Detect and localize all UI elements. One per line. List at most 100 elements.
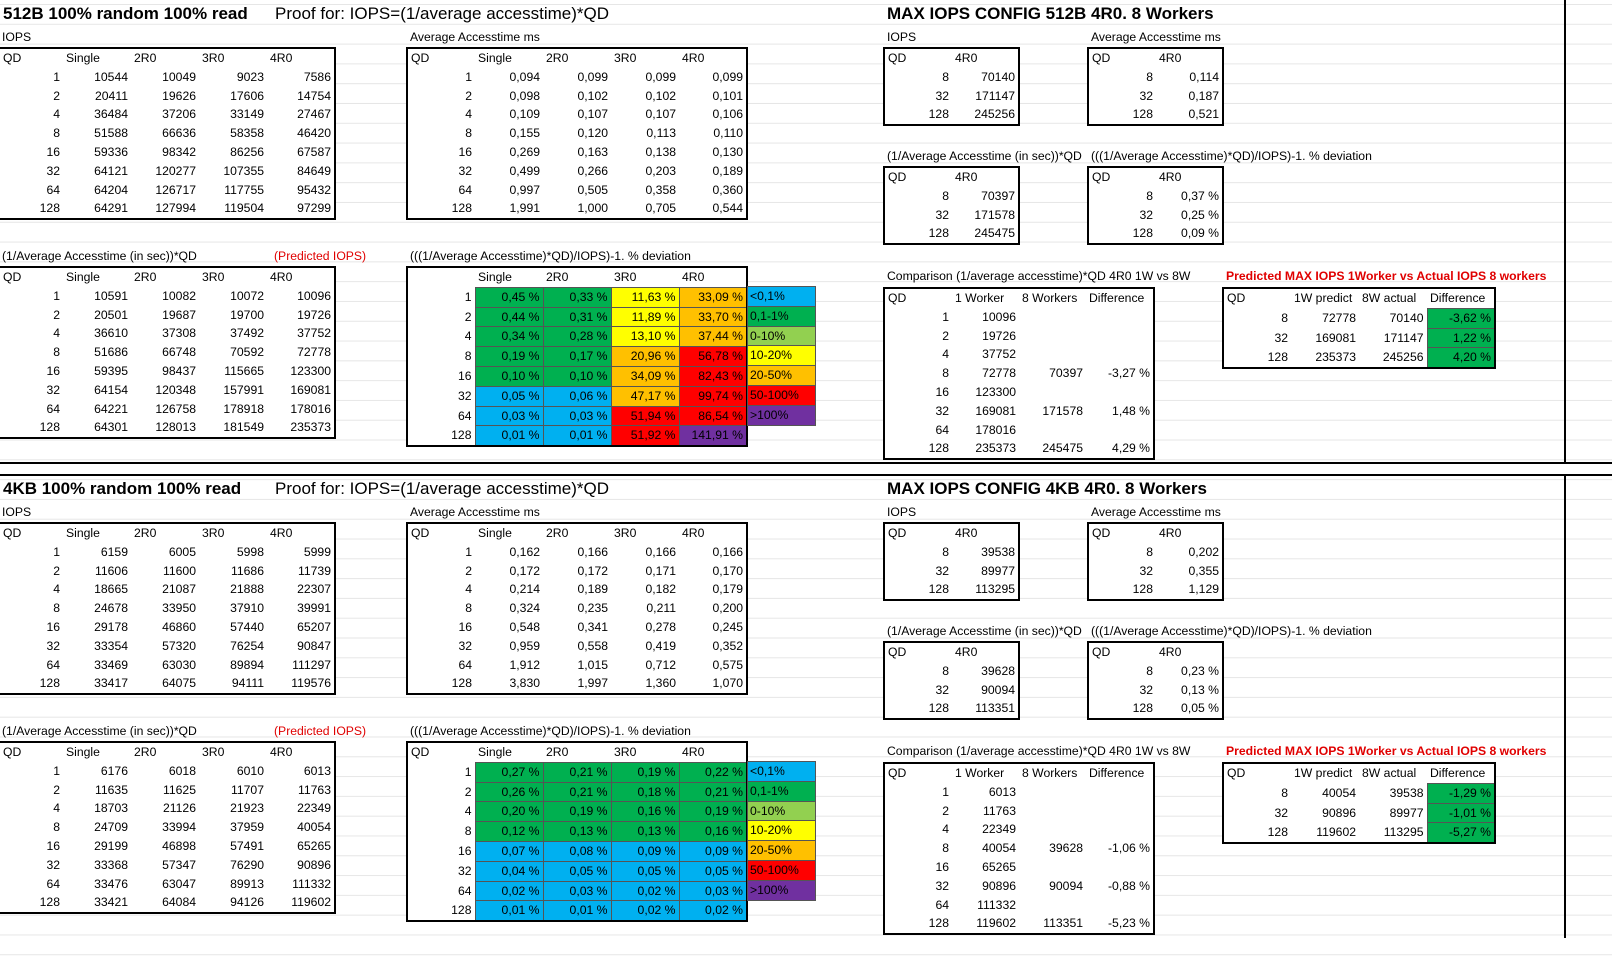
4kb-comparison-table-cell[interactable]: 8 [942,841,949,856]
512b-deviation-table-deviation-cell[interactable]: 141,91 % [678,425,748,447]
4kb-predicted-vs-actual-table-cell[interactable]: 39538 [1389,785,1424,800]
512b-iops-table-cell[interactable]: 2 [53,88,60,103]
4kb-iops-table-cell[interactable]: 22307 [297,582,331,597]
4kb-deviation-table-deviation-cell[interactable]: 0,21 % [678,781,748,803]
4kb-avg-access-table-cell[interactable]: 0,166 [577,544,609,559]
4kb-avg-access-table-cell[interactable]: 0,245 [712,619,744,634]
4kb-comparison-table-cell[interactable] [1019,896,1086,915]
legend-swatch[interactable]: 0-10% [747,325,816,347]
512b-deviation-table-qd-cell[interactable]: 4 [464,329,472,344]
512b-avg-access-table-cell[interactable]: 0,360 [712,182,744,197]
4kb-deviation-table-deviation-cell[interactable]: 0,05 % [610,860,680,882]
4kb-predicted-vs-actual-table-cell[interactable]: 40054 [1322,785,1356,800]
512b-comparison-table-cell[interactable]: 10096 [982,309,1016,324]
4kb-iops-table-cell[interactable]: 76254 [230,638,264,653]
4kb-predicted-vs-actual-table-header-cell[interactable]: QD [1227,766,1246,781]
4kb-deviation-table-deviation-cell[interactable]: 0,21 % [542,761,612,783]
512b-iops-table-cell[interactable]: 127994 [155,201,196,216]
4kb-iops-table-cell[interactable]: 33950 [162,601,196,616]
4kb-avg-access-table-cell[interactable]: 0,170 [712,563,744,578]
512b-deviation-table-deviation-cell[interactable]: 47,17 % [610,385,680,407]
512b-calc-table-cell[interactable]: 37492 [230,326,264,341]
512b-comparison-table-header-cell[interactable]: 8 Workers [1022,291,1078,305]
4kb-max-avg-table-cell[interactable]: 0,202 [1188,544,1220,559]
4kb-comparison-table-cell[interactable]: 113351 [1043,916,1083,931]
512b-calc-table-cell[interactable]: 120348 [155,382,196,397]
512b-max-calc-table-cell[interactable]: 128 [928,226,949,241]
4kb-deviation-table-deviation-cell[interactable]: 0,08 % [542,840,612,862]
512b-avg-access-table-cell[interactable]: 32 [458,163,472,178]
4kb-deviation-table-deviation-cell[interactable]: 0,22 % [678,761,748,783]
4kb-comparison-table-header-cell[interactable]: QD [888,766,907,780]
512b-predicted-vs-actual-table-header-cell[interactable]: 8W actual [1362,291,1417,306]
4kb-predicted-vs-actual-table-cell[interactable]: 8 [1281,785,1288,800]
512b-max-iops-table-cell[interactable]: 128 [928,107,949,122]
512b-comparison-table-cell[interactable]: 1 [942,309,949,324]
4kb-calc-table-cell[interactable]: 33368 [94,857,128,872]
512b-deviation-table-qd-cell[interactable]: 32 [457,388,472,403]
512b-deviation-table-deviation-cell[interactable]: 33,09 % [678,286,748,308]
4kb-deviation-table-deviation-cell[interactable]: 0,05 % [542,860,612,882]
512b-comparison-table-cell[interactable]: 16 [935,384,949,399]
512b-avg-access-table-cell[interactable]: 0,189 [712,163,744,178]
4kb-predicted-vs-actual-table-cell[interactable]: -1,29 % [1426,782,1496,804]
4kb-iops-table-cell[interactable]: 5999 [303,544,331,559]
4kb-comparison-table-cell[interactable]: 2 [942,803,949,818]
4kb-avg-access-table-cell[interactable]: 0,959 [509,638,541,653]
512b-deviation-table-header-cell[interactable]: Single [478,270,512,284]
512b-predicted-vs-actual-table-cell[interactable]: 70140 [1389,310,1424,325]
4kb-deviation-table-deviation-cell[interactable]: 0,19 % [678,801,748,823]
512b-max-dev-table-cell[interactable]: 0,09 % [1181,226,1219,241]
512b-calc-table-cell[interactable]: 126758 [155,401,196,416]
4kb-avg-access-table-cell[interactable]: 0,179 [712,582,744,597]
512b-predicted-vs-actual-table-cell[interactable]: 245256 [1382,350,1424,365]
4kb-avg-access-table-header-cell[interactable]: QD [411,526,430,540]
512b-avg-access-table-cell[interactable]: 0,163 [577,144,609,159]
4kb-calc-table-cell[interactable]: 6013 [303,763,331,778]
512b-iops-table-cell[interactable]: 117755 [224,182,264,197]
4kb-deviation-table-deviation-cell[interactable]: 0,27 % [474,761,544,783]
512b-deviation-table-deviation-cell[interactable]: 0,28 % [542,326,612,348]
4kb-comparison-table-cell[interactable]: 32 [935,878,949,893]
4kb-iops-table-cell[interactable]: 6159 [100,544,128,559]
512b-calc-table-cell[interactable]: 64301 [94,420,128,435]
512b-max-calc-table-cell[interactable]: 245475 [974,226,1015,241]
4kb-max-dev-table-cell[interactable]: 8 [1146,663,1153,678]
512b-iops-table-cell[interactable]: 8 [53,126,60,141]
512b-max-iops-table-cell[interactable]: 32 [935,88,949,103]
512b-predicted-vs-actual-table-cell[interactable]: 1,22 % [1426,327,1496,349]
512b-avg-access-table-cell[interactable]: 0,130 [712,144,744,159]
512b-avg-access-table-cell[interactable]: 1,991 [509,201,541,216]
4kb-avg-access-table-cell[interactable]: 32 [458,638,472,653]
4kb-iops-table-cell[interactable]: 33469 [94,657,128,672]
512b-iops-table-cell[interactable]: 64 [46,182,60,197]
4kb-iops-table-cell[interactable]: 21087 [162,582,196,597]
512b-max-avg-table-cell[interactable]: 32 [1139,88,1153,103]
512b-deviation-table-qd-cell[interactable]: 16 [457,368,472,383]
512b-avg-access-table-cell[interactable]: 0,102 [577,88,609,103]
4kb-iops-table-cell[interactable]: 57440 [230,619,264,634]
512b-iops-table-cell[interactable]: 27467 [297,107,331,122]
4kb-comparison-table-header-cell[interactable]: 8 Workers [1022,766,1078,780]
4kb-avg-access-table-cell[interactable]: 0,172 [577,563,609,578]
512b-deviation-table-deviation-cell[interactable]: 0,10 % [542,365,612,387]
4kb-avg-access-table-header-cell[interactable]: 3R0 [614,526,637,540]
512b-max-avg-table-cell[interactable]: 128 [1132,107,1153,122]
512b-avg-access-table-cell[interactable]: 0,705 [645,201,677,216]
legend-swatch[interactable]: >100% [747,404,816,426]
4kb-iops-table-cell[interactable]: 33417 [94,676,128,691]
512b-iops-table-cell[interactable]: 37206 [162,107,196,122]
4kb-deviation-table-qd-cell[interactable]: 128 [451,903,472,918]
512b-max-dev-table-header-cell[interactable]: QD [1092,170,1111,184]
512b-deviation-table-deviation-cell[interactable]: 0,34 % [474,326,544,348]
legend-swatch[interactable]: >100% [747,879,816,901]
4kb-iops-table-cell[interactable]: 1 [53,544,60,559]
512b-iops-table-cell[interactable]: 67587 [297,144,331,159]
4kb-avg-access-table-cell[interactable]: 128 [451,676,472,691]
4kb-max-dev-table-header-cell[interactable]: QD [1092,645,1111,659]
512b-iops-table-cell[interactable]: 126717 [155,182,196,197]
4kb-avg-access-table-cell[interactable]: 0,712 [645,657,677,672]
4kb-avg-access-table-header-cell[interactable]: Single [478,526,512,540]
512b-calc-table-cell[interactable]: 19700 [230,307,264,322]
legend-swatch[interactable]: 0,1-1% [747,780,816,802]
